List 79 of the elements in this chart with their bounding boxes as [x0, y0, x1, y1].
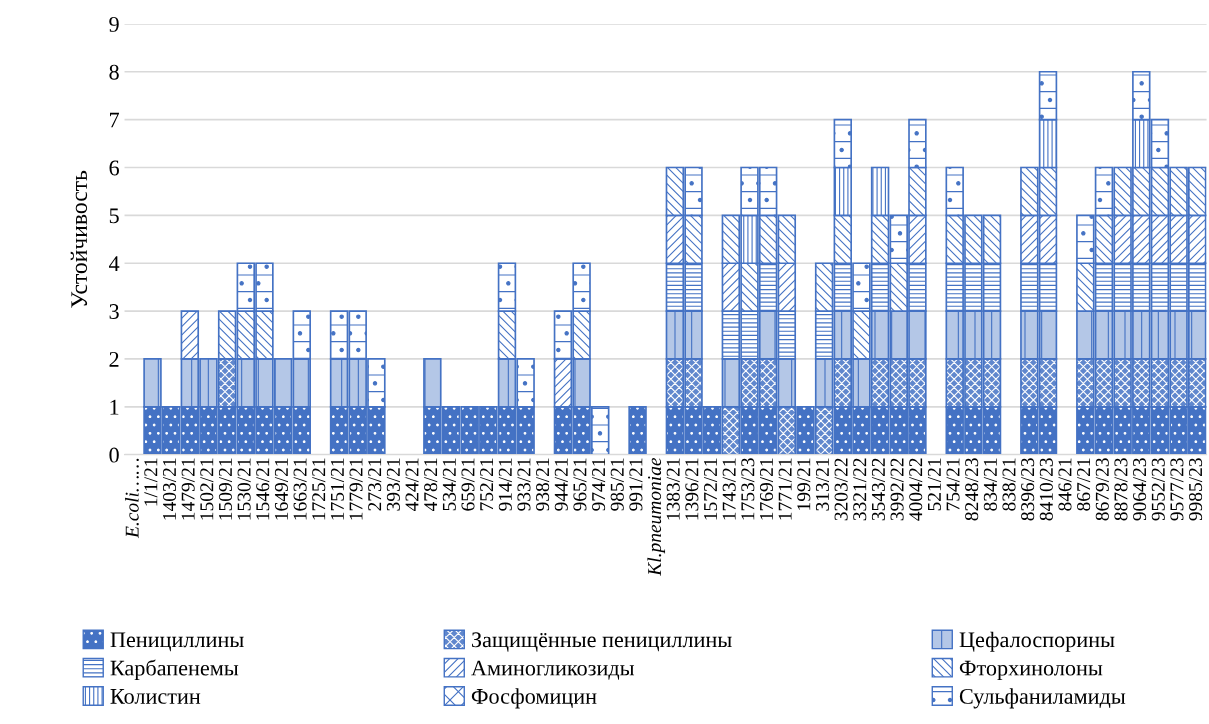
- x-tick-label: 3543/22: [871, 458, 885, 521]
- x-tick-label: 3992/22: [890, 458, 904, 521]
- x-tick-label: 846/21: [1058, 458, 1072, 511]
- x-tick-label: 393/21: [386, 458, 400, 511]
- x-tick-label: 834/21: [983, 458, 997, 511]
- x-tick-label: 1725/21: [312, 458, 326, 520]
- x-tick-label: 974/21: [592, 458, 606, 511]
- x-tick-label: 914/21: [498, 458, 512, 511]
- x-tick-label: 9577/23: [1170, 458, 1184, 521]
- x-tick-label: 9552/23: [1151, 458, 1165, 521]
- legend-label: Сульфаниламиды: [959, 688, 1126, 709]
- x-tick-label: 1779/21: [349, 458, 363, 520]
- x-tick-label: 8248/23: [965, 458, 979, 521]
- x-tick-label: 1649/21: [274, 458, 288, 520]
- x-tick-label: 1403/21: [162, 458, 177, 520]
- y-tick-label: 8: [109, 64, 119, 80]
- x-tick-label: 838/21: [1002, 458, 1016, 511]
- legend-label: Фторхинолоны: [959, 660, 1103, 681]
- legend-label: Цефалоспорины: [959, 631, 1115, 652]
- x-tick-label: 1396/21: [685, 458, 699, 520]
- x-tick-label: 3321/22: [853, 458, 867, 521]
- x-tick-label: 991/21: [629, 458, 643, 511]
- x-tick-label: 1572/21: [703, 458, 718, 520]
- x-tick-label: 938/21: [536, 458, 550, 511]
- x-tick-label: 1753/23: [741, 458, 755, 520]
- x-tick-label: 8878/23: [1114, 458, 1128, 521]
- legend-label: Карбапенемы: [110, 659, 239, 681]
- x-tick-label: 1502/21: [200, 458, 214, 520]
- x-tick-label: 1751/21: [330, 458, 344, 520]
- x-tick-label: 754/21: [946, 458, 960, 511]
- x-tick-label: 1/1/21: [144, 458, 158, 506]
- y-tick-label: 6: [109, 160, 119, 176]
- x-tick-label: 752/21: [480, 458, 494, 511]
- x-tick-label: 659/21: [461, 458, 475, 511]
- y-tick-label: 3: [109, 304, 119, 320]
- x-tick-label: 933/21: [517, 458, 531, 511]
- legend-label: Защищённые пенициллины: [471, 632, 732, 652]
- x-tick-label: 424/21: [405, 458, 419, 512]
- x-tick-label: 521/21: [927, 458, 941, 511]
- x-tick-label: 1771/21: [778, 458, 792, 520]
- y-tick-label: 4: [108, 256, 120, 271]
- x-tick-label: 1546/21: [256, 458, 270, 520]
- x-tick-label: 1769/21: [759, 458, 774, 520]
- x-tick-label: Kl.pneumoniae: [647, 457, 666, 576]
- x-tick-label: 9064/23: [1133, 458, 1147, 521]
- legend-label: Колистин: [110, 689, 201, 704]
- y-tick-label: 0: [109, 447, 119, 463]
- y-tick-label: 7: [110, 112, 120, 128]
- legend-label: Аминогликозиды: [471, 660, 635, 680]
- x-tick-label: 199/21: [797, 458, 811, 510]
- legend-label: Пенициллины: [110, 632, 244, 652]
- x-tick-label: 8679/23: [1095, 458, 1109, 521]
- y-tick-label: 1: [110, 399, 119, 415]
- x-tick-label: 534/21: [442, 458, 456, 511]
- y-tick-label: 5: [109, 208, 119, 224]
- x-tick-label: E.coli……: [125, 458, 139, 539]
- x-tick-label: 8396/23: [1021, 458, 1035, 521]
- x-tick-label: 1663/21: [293, 458, 307, 520]
- x-tick-label: 4004/22: [909, 458, 923, 521]
- x-tick-label: 1530/21: [237, 458, 251, 520]
- y-tick-label: 9: [109, 16, 119, 32]
- bar: [628, 405, 647, 455]
- x-tick-label: 313/21: [815, 458, 829, 511]
- x-tick-label: 965/21: [573, 458, 587, 511]
- x-tick-label: 867/21: [1077, 458, 1091, 511]
- x-tick-label: 3203/22: [834, 458, 848, 521]
- x-tick-label: 273/21: [368, 458, 382, 511]
- y-axis-title: Устойчивость: [70, 170, 88, 308]
- x-tick-label: 478/21: [424, 458, 438, 512]
- x-tick-label: 1743/21: [722, 458, 736, 520]
- x-tick-label: 9985/23: [1189, 458, 1203, 521]
- legend-label: Фосфомицин: [471, 688, 597, 709]
- x-tick-label: 8410/23: [1039, 458, 1053, 521]
- x-tick-label: 1383/21: [666, 458, 680, 520]
- y-tick-label: 2: [109, 351, 119, 367]
- x-tick-label: 985/21: [610, 458, 624, 511]
- x-tick-label: 1479/21: [181, 458, 195, 520]
- x-tick-label: 1509/21: [218, 458, 232, 520]
- x-tick-label: 944/21: [554, 458, 568, 511]
